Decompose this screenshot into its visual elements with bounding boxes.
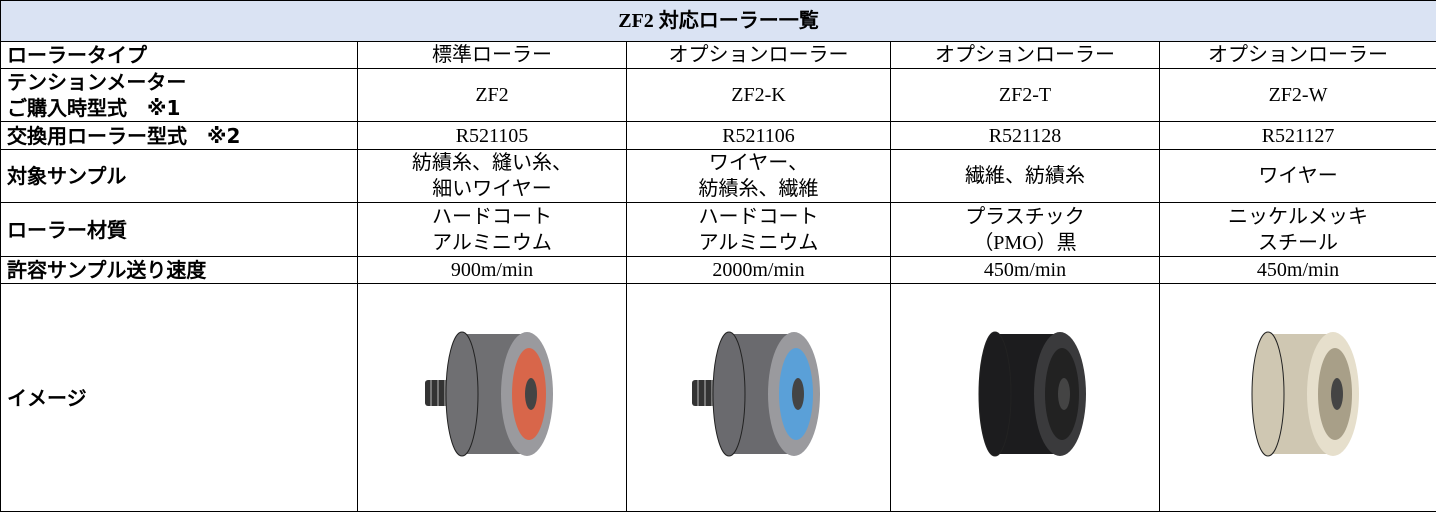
cell-text: ZF2-W — [1268, 84, 1328, 106]
cell-text: 2000m/min — [712, 259, 805, 281]
table-row: テンションメーター ご購入時型式 ※1 ZF2 ZF2-K ZF2-T ZF2-W — [0, 68, 1436, 122]
title-cell: ZF2 対応ローラー一覧 — [0, 0, 1436, 42]
title-row: ZF2 対応ローラー一覧 — [0, 0, 1436, 42]
table-cell: 繊維、紡績糸 — [890, 149, 1160, 203]
table-cell: ワイヤー — [1158, 149, 1436, 203]
cell-text: R521106 — [722, 124, 795, 147]
cell-text: ワイヤー、 — [708, 152, 809, 174]
table-cell: オプションローラー — [1158, 41, 1436, 69]
row-header: テンションメーター ご購入時型式 ※1 — [0, 68, 358, 122]
cell-text: スチール — [1258, 231, 1339, 254]
table-cell: 標準ローラー — [357, 41, 627, 69]
cell-text: オプションローラー — [668, 44, 849, 66]
table-cell: R521128 — [890, 121, 1160, 150]
table-cell: ZF2-T — [890, 68, 1160, 122]
cell-text: 許容サンプル送り速度 — [7, 258, 207, 282]
table-cell: プラスチック （PMO）黒 — [890, 202, 1160, 257]
cell-text: アルミニウム — [698, 231, 819, 254]
cell-text: 450m/min — [1256, 259, 1340, 281]
image-cell — [890, 283, 1160, 512]
cell-text: ZF2 対応ローラー一覧 — [618, 10, 819, 32]
table-cell: R521127 — [1158, 121, 1436, 150]
cell-text: アルミニウム — [432, 231, 552, 254]
row-header: イメージ — [0, 283, 358, 512]
cell-text: ローラータイプ — [7, 43, 147, 67]
table-row: 対象サンプル 紡績糸、縫い糸、 細いワイヤー ワイヤー、 紡績糸、繊維 繊維、紡績糸 ワイヤ… — [0, 149, 1436, 203]
table-cell: オプションローラー — [890, 41, 1160, 69]
image-cell — [626, 283, 891, 512]
table-cell: オプションローラー — [626, 41, 891, 69]
table-cell: ZF2-K — [626, 68, 891, 122]
table-row: ローラー材質 ハードコート アルミニウム ハードコート アルミニウム プラスチック （PMO… — [0, 202, 1436, 257]
table-cell: ニッケルメッキ スチール — [1158, 202, 1436, 257]
cell-text: 対象サンプル — [7, 164, 127, 188]
roller-image — [425, 331, 553, 457]
table-cell: ZF2-W — [1158, 68, 1436, 122]
row-header: 対象サンプル — [0, 149, 358, 203]
cell-text: オプションローラー — [1208, 44, 1389, 66]
cell-text: イメージ — [7, 385, 87, 410]
table-row: ローラータイプ 標準ローラー オプションローラー オプションローラー オプションローラー — [0, 41, 1436, 69]
cell-text: 紡績糸、縫い糸、 — [412, 152, 572, 174]
cell-text: ZF2-K — [731, 84, 786, 106]
table-row: 許容サンプル送り速度 900m/min 2000m/min 450m/min 450m/… — [0, 256, 1436, 284]
row-header: 交換用ローラー型式 ※2 — [0, 121, 358, 150]
cell-text: ハードコート — [698, 205, 819, 228]
cell-text: R521127 — [1261, 124, 1335, 147]
roller-image — [1251, 331, 1360, 457]
image-row: イメージ — [0, 283, 1436, 512]
table-cell: ハードコート アルミニウム — [626, 202, 891, 257]
table-cell: 紡績糸、縫い糸、 細いワイヤー — [357, 149, 627, 203]
cell-text: ZF2-T — [998, 84, 1052, 106]
table-cell: 900m/min — [357, 256, 627, 284]
cell-text: R521128 — [988, 124, 1062, 147]
roller-image — [691, 331, 820, 457]
cell-text: 標準ローラー — [432, 44, 552, 66]
cell-text: 交換用ローラー型式 ※2 — [7, 123, 241, 148]
table-cell: 2000m/min — [626, 256, 891, 284]
cell-text: 紡績糸、繊維 — [698, 178, 819, 200]
cell-text: R521105 — [455, 124, 529, 147]
cell-text: ワイヤー — [1258, 165, 1338, 187]
cell-text: 450m/min — [983, 259, 1067, 281]
cell-text: 繊維、紡績糸 — [965, 165, 1085, 187]
cell-text: ハードコート — [432, 205, 552, 228]
table-cell: R521105 — [357, 121, 627, 150]
cell-text: （PMO）黒 — [973, 231, 1077, 254]
table-cell: ワイヤー、紡績糸、繊維 — [626, 149, 891, 203]
table-cell: ハードコート アルミニウム — [357, 202, 627, 257]
image-cell — [1158, 283, 1436, 512]
table-cell: 450m/min — [1158, 256, 1436, 284]
table-row: 交換用ローラー型式 ※2 R521105 R521106 R521128 R521127 — [0, 121, 1436, 150]
table-cell: R521106 — [626, 121, 891, 150]
cell-text: ニッケルメッキ — [1228, 205, 1369, 228]
row-header: 許容サンプル送り速度 — [0, 256, 358, 284]
cell-text: ご購入時型式 ※1 — [7, 96, 181, 120]
cell-text: 細いワイヤー — [432, 178, 552, 200]
row-header: ローラー材質 — [0, 202, 358, 257]
table-cell: 450m/min — [890, 256, 1160, 284]
cell-text: 900m/min — [450, 259, 534, 281]
cell-text: ローラー材質 — [7, 217, 127, 242]
cell-text: プラスチック — [965, 205, 1085, 228]
cell-text: テンションメーター — [7, 70, 187, 94]
table-cell: ZF2 — [357, 68, 627, 122]
image-cell — [357, 283, 627, 512]
row-header: ローラータイプ — [0, 41, 358, 69]
cell-text: オプションローラー — [935, 44, 1115, 66]
cell-text: ZF2 — [475, 84, 509, 106]
roller-image — [978, 331, 1086, 457]
